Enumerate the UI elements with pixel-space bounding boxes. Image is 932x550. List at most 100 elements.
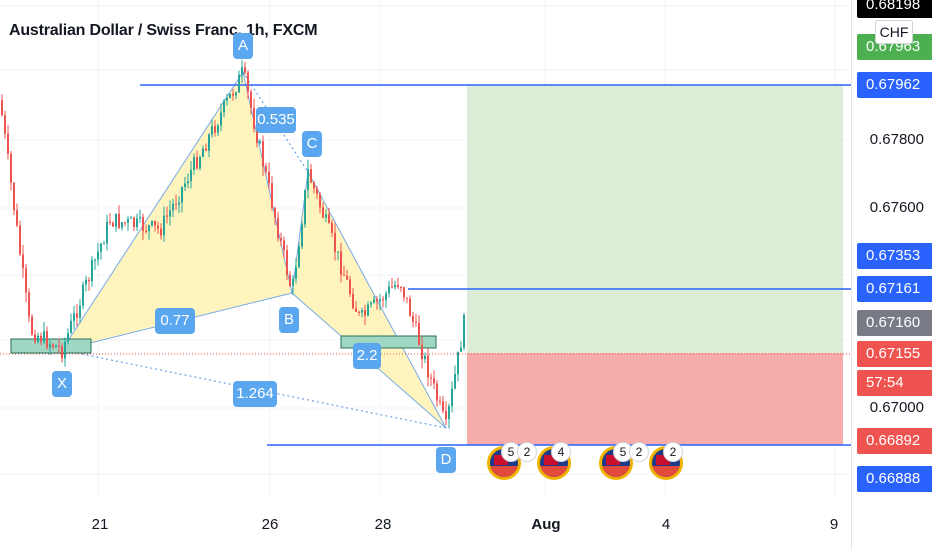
candle-body xyxy=(184,183,186,188)
candle-body xyxy=(235,92,237,96)
candle-body xyxy=(106,221,108,244)
candle-body xyxy=(400,287,402,289)
candle-body xyxy=(76,313,78,318)
price-tag: 0.67155 xyxy=(857,341,932,367)
candle-body xyxy=(229,93,231,98)
bcd-triangle xyxy=(291,170,447,429)
candle-body xyxy=(82,284,84,306)
candle-body xyxy=(325,214,327,218)
candle-body xyxy=(334,232,336,252)
ratio-label[interactable]: 1.264 xyxy=(233,381,277,407)
candle-body xyxy=(31,316,33,335)
candle-body xyxy=(319,194,321,208)
candle-body xyxy=(205,148,207,151)
candle-body xyxy=(64,341,66,359)
candle-body xyxy=(427,355,429,378)
candle-body xyxy=(244,67,246,73)
candle-body xyxy=(85,279,87,285)
candle-body xyxy=(376,299,378,302)
currency-label[interactable]: CHF xyxy=(875,20,913,44)
pattern-point-a[interactable]: A xyxy=(233,33,253,59)
candle-body xyxy=(166,215,168,217)
candle-body xyxy=(265,166,267,172)
candle-body xyxy=(301,224,303,247)
candle-body xyxy=(25,268,27,293)
candle-body xyxy=(130,217,132,219)
price-tag: 57:54 xyxy=(857,370,932,396)
candle-body xyxy=(385,293,387,301)
candle-body xyxy=(43,331,45,342)
candle-body xyxy=(103,243,105,245)
candle-body xyxy=(148,225,150,232)
candle-body xyxy=(34,334,36,342)
ratio-label[interactable]: 0.535 xyxy=(256,107,296,133)
candle-body xyxy=(22,254,24,269)
time-tick-label: 9 xyxy=(829,516,839,533)
candle-body xyxy=(55,345,57,348)
candle-body xyxy=(169,210,171,217)
candle-body xyxy=(331,222,333,233)
candle-body xyxy=(412,316,414,322)
candle-body xyxy=(175,203,177,205)
chart-title: Australian Dollar / Swiss Franc, 1h, FXC… xyxy=(9,22,318,39)
candle-body xyxy=(187,181,189,184)
pattern-point-b[interactable]: B xyxy=(279,307,299,333)
candle-body xyxy=(439,400,441,402)
candle-body xyxy=(73,313,75,321)
price-tag: 0.66888 xyxy=(857,466,932,492)
candle-body xyxy=(4,115,6,134)
candle-body xyxy=(115,213,117,227)
candle-body xyxy=(199,157,201,169)
candle-body xyxy=(19,225,21,255)
candle-body xyxy=(355,308,357,312)
candle-body xyxy=(1,100,3,116)
candle-body xyxy=(379,299,381,302)
candle-body xyxy=(142,217,144,231)
candle-body xyxy=(268,171,270,184)
time-tick-label: 26 xyxy=(261,516,279,533)
candle-body xyxy=(454,373,456,389)
event-count-badge: 4 xyxy=(551,442,571,462)
candle-body xyxy=(253,107,255,129)
candle-body xyxy=(67,332,69,342)
candle-body xyxy=(238,74,240,93)
candle-body xyxy=(28,292,30,317)
ratio-label[interactable]: 2.2 xyxy=(353,343,381,369)
candle-body xyxy=(316,188,318,195)
event-count-badge: 2 xyxy=(517,442,537,462)
ratio-label[interactable]: 0.77 xyxy=(155,308,195,334)
candle-body xyxy=(346,275,348,280)
candle-body xyxy=(262,141,264,167)
candle-body xyxy=(202,148,204,158)
candle-body xyxy=(397,284,399,288)
candle-body xyxy=(460,347,462,352)
candle-body xyxy=(445,410,447,420)
candle-body xyxy=(451,388,453,407)
chart-canvas[interactable] xyxy=(0,0,851,550)
pattern-point-d[interactable]: D xyxy=(436,447,456,473)
candle-body xyxy=(112,222,114,227)
candle-body xyxy=(247,72,249,92)
candle-body xyxy=(463,314,465,348)
candle-body xyxy=(277,217,279,239)
candle-body xyxy=(352,293,354,309)
candle-body xyxy=(367,304,369,316)
candle-body xyxy=(406,297,408,299)
candle-body xyxy=(193,157,195,170)
candle-body xyxy=(328,214,330,223)
candle-body xyxy=(394,284,396,288)
candle-body xyxy=(409,298,411,317)
pattern-point-c[interactable]: C xyxy=(302,131,322,157)
pattern-point-x[interactable]: X xyxy=(52,371,72,397)
candle-body xyxy=(430,377,432,379)
price-tag: 0.68198 xyxy=(857,0,932,18)
candle-body xyxy=(256,128,258,144)
candle-body xyxy=(340,251,342,275)
candle-body xyxy=(214,126,216,133)
candle-body xyxy=(418,322,420,345)
candle-body xyxy=(208,134,210,151)
profit-zone xyxy=(467,85,843,353)
candle-body xyxy=(91,259,93,282)
candle-body xyxy=(52,344,54,348)
time-tick-label: Aug xyxy=(531,516,561,533)
